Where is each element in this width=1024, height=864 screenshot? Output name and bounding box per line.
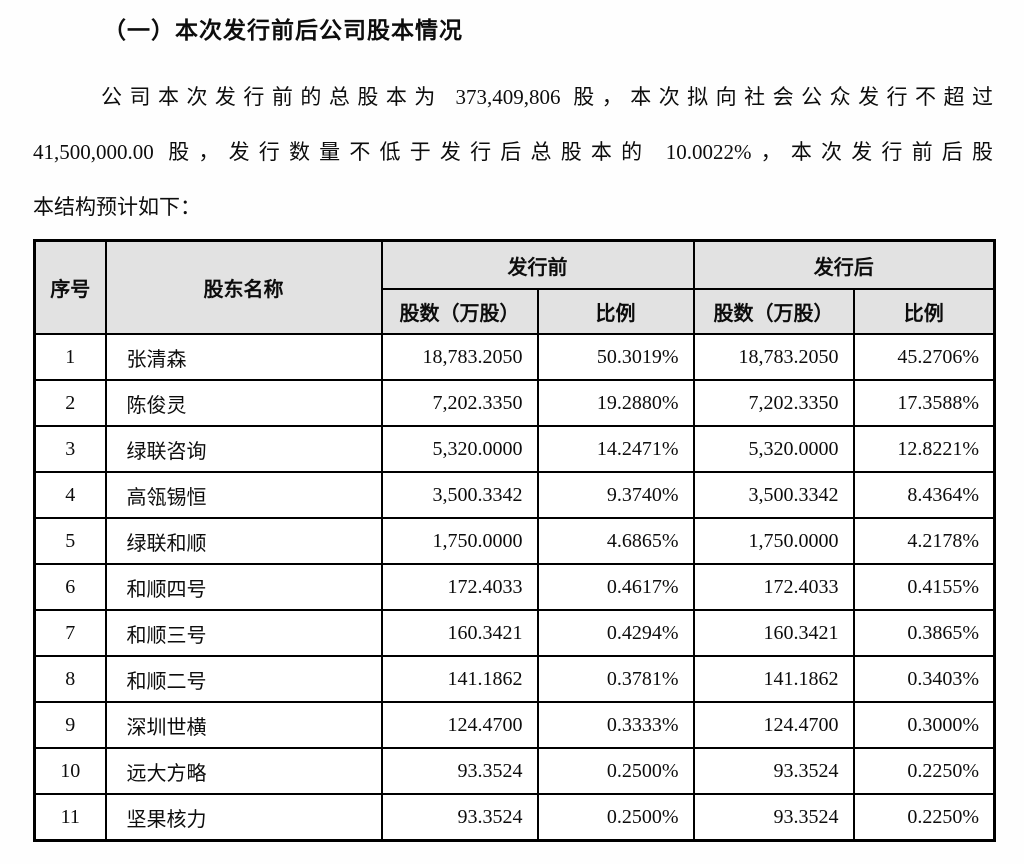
post-ratio-cell: 8.4364% — [852, 471, 996, 519]
shareholder-cell: 远大方略 — [104, 747, 383, 795]
pre-shares-cell: 124.4700 — [380, 701, 539, 749]
pre-ratio-cell: 0.3781% — [536, 655, 695, 703]
pre-shares-cell: 7,202.3350 — [380, 379, 539, 427]
seq-cell: 9 — [33, 701, 107, 749]
col-group-post-issue: 发行后 — [692, 239, 996, 290]
shareholder-cell: 张清森 — [104, 333, 383, 381]
pre-ratio-cell: 0.3333% — [536, 701, 695, 749]
shareholder-cell: 陈俊灵 — [104, 379, 383, 427]
pre-shares-cell: 160.3421 — [380, 609, 539, 657]
paragraph-line-2: 41,500,000.00 股，发行数量不低于发行后总股本的 10.0022%，… — [33, 140, 993, 164]
pre-ratio-cell: 14.2471% — [536, 425, 695, 473]
post-shares-cell: 141.1862 — [692, 655, 855, 703]
seq-cell: 1 — [33, 333, 107, 381]
table-row: 4 高瓴锡恒 3,500.3342 9.3740% 3,500.3342 8.4… — [33, 471, 996, 519]
col-header-shareholder: 股东名称 — [104, 239, 383, 335]
col-header-pre-ratio: 比例 — [536, 288, 695, 335]
paragraph-line-1: 公司本次发行前的总股本为 373,409,806 股，本次拟向社会公众发行不超过 — [101, 85, 993, 109]
pre-ratio-cell: 0.2500% — [536, 747, 695, 795]
post-shares-cell: 172.4033 — [692, 563, 855, 611]
section-heading: （一）本次发行前后公司股本情况 — [103, 17, 463, 43]
post-ratio-cell: 0.2250% — [852, 793, 996, 842]
post-ratio-cell: 0.3403% — [852, 655, 996, 703]
pre-shares-cell: 141.1862 — [380, 655, 539, 703]
post-shares-cell: 3,500.3342 — [692, 471, 855, 519]
pre-ratio-cell: 0.4294% — [536, 609, 695, 657]
table-row: 2 陈俊灵 7,202.3350 19.2880% 7,202.3350 17.… — [33, 379, 996, 427]
table-row: 8 和顺二号 141.1862 0.3781% 141.1862 0.3403% — [33, 655, 996, 703]
table-row: 7 和顺三号 160.3421 0.4294% 160.3421 0.3865% — [33, 609, 996, 657]
post-shares-cell: 18,783.2050 — [692, 333, 855, 381]
intro-paragraph: 公司本次发行前的总股本为 373,409,806 股，本次拟向社会公众发行不超过… — [33, 70, 993, 235]
post-ratio-cell: 45.2706% — [852, 333, 996, 381]
pre-shares-cell: 93.3524 — [380, 793, 539, 842]
shareholder-cell: 高瓴锡恒 — [104, 471, 383, 519]
post-ratio-cell: 0.2250% — [852, 747, 996, 795]
pre-shares-cell: 172.4033 — [380, 563, 539, 611]
table-header-group-row: 序号 股东名称 发行前 发行后 — [33, 239, 996, 335]
col-group-pre-issue: 发行前 — [380, 239, 695, 290]
pre-shares-cell: 3,500.3342 — [380, 471, 539, 519]
post-ratio-cell: 12.8221% — [852, 425, 996, 473]
pre-shares-cell: 5,320.0000 — [380, 425, 539, 473]
table-row: 9 深圳世横 124.4700 0.3333% 124.4700 0.3000% — [33, 701, 996, 749]
post-ratio-cell: 0.4155% — [852, 563, 996, 611]
post-shares-cell: 124.4700 — [692, 701, 855, 749]
shareholder-cell: 和顺三号 — [104, 609, 383, 657]
pre-shares-cell: 1,750.0000 — [380, 517, 539, 565]
shareholder-cell: 深圳世横 — [104, 701, 383, 749]
post-shares-cell: 5,320.0000 — [692, 425, 855, 473]
table-subheader-row: 股数（万股） 比例 股数（万股） 比例 — [35, 288, 996, 335]
post-ratio-cell: 4.2178% — [852, 517, 996, 565]
table-row: 6 和顺四号 172.4033 0.4617% 172.4033 0.4155% — [33, 563, 996, 611]
table-row: 10 远大方略 93.3524 0.2500% 93.3524 0.2250% — [33, 747, 996, 795]
col-header-pre-shares: 股数（万股） — [380, 288, 539, 335]
seq-cell: 6 — [33, 563, 107, 611]
seq-cell: 3 — [33, 425, 107, 473]
seq-cell: 2 — [33, 379, 107, 427]
seq-cell: 11 — [33, 793, 107, 842]
pre-ratio-cell: 4.6865% — [536, 517, 695, 565]
post-shares-cell: 93.3524 — [692, 747, 855, 795]
shareholder-cell: 绿联和顺 — [104, 517, 383, 565]
pre-ratio-cell: 50.3019% — [536, 333, 695, 381]
post-shares-cell: 7,202.3350 — [692, 379, 855, 427]
post-ratio-cell: 0.3000% — [852, 701, 996, 749]
pre-ratio-cell: 0.4617% — [536, 563, 695, 611]
paragraph-line-3: 本结构预计如下： — [33, 195, 201, 219]
pre-shares-cell: 18,783.2050 — [380, 333, 539, 381]
table-row: 11 坚果核力 93.3524 0.2500% 93.3524 0.2250% — [33, 793, 996, 842]
post-ratio-cell: 17.3588% — [852, 379, 996, 427]
col-header-post-ratio: 比例 — [852, 288, 996, 335]
table-row: 5 绿联和顺 1,750.0000 4.6865% 1,750.0000 4.2… — [33, 517, 996, 565]
seq-cell: 10 — [33, 747, 107, 795]
col-header-post-shares: 股数（万股） — [692, 288, 855, 335]
shareholder-cell: 坚果核力 — [104, 793, 383, 842]
pre-ratio-cell: 19.2880% — [536, 379, 695, 427]
seq-cell: 8 — [33, 655, 107, 703]
post-ratio-cell: 0.3865% — [852, 609, 996, 657]
post-shares-cell: 160.3421 — [692, 609, 855, 657]
seq-cell: 4 — [33, 471, 107, 519]
post-shares-cell: 1,750.0000 — [692, 517, 855, 565]
seq-cell: 7 — [33, 609, 107, 657]
pre-ratio-cell: 0.2500% — [536, 793, 695, 842]
post-shares-cell: 93.3524 — [692, 793, 855, 842]
col-header-seq: 序号 — [33, 239, 107, 335]
table-row: 3 绿联咨询 5,320.0000 14.2471% 5,320.0000 12… — [33, 425, 996, 473]
share-structure-table: 序号 股东名称 发行前 发行后 股数（万股） 比例 股数（万股） 比例 1 张清… — [33, 239, 996, 842]
shareholder-cell: 绿联咨询 — [104, 425, 383, 473]
shareholder-cell: 和顺二号 — [104, 655, 383, 703]
pre-ratio-cell: 9.3740% — [536, 471, 695, 519]
pre-shares-cell: 93.3524 — [380, 747, 539, 795]
seq-cell: 5 — [33, 517, 107, 565]
table-row: 1 张清森 18,783.2050 50.3019% 18,783.2050 4… — [33, 333, 996, 381]
shareholder-cell: 和顺四号 — [104, 563, 383, 611]
